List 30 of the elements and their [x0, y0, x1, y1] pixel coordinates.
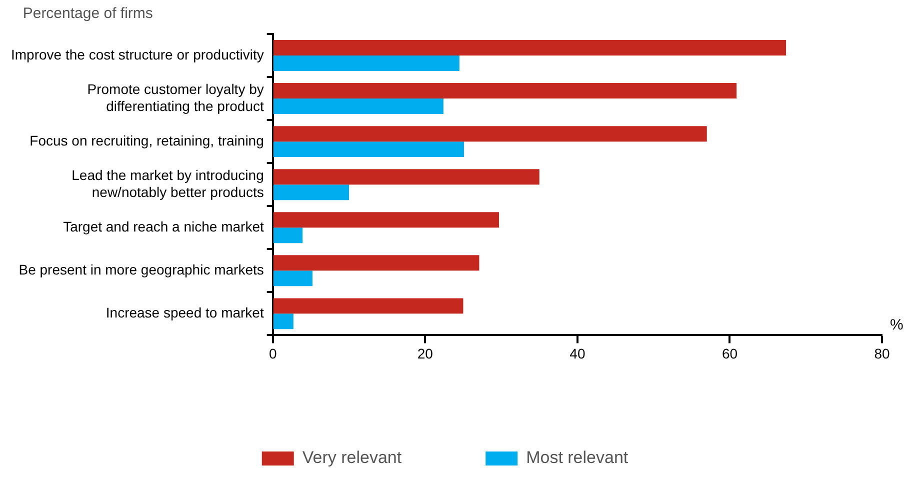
bar	[273, 126, 707, 142]
y-axis-title: Percentage of firms	[22, 5, 153, 22]
legend-label: Very relevant	[302, 448, 402, 468]
bar	[273, 83, 737, 99]
legend-label: Most relevant	[526, 448, 628, 468]
y-tick-label: Focus on recruiting, retaining, training	[30, 132, 264, 148]
x-tick-label: 20	[417, 345, 434, 362]
y-tick-label: Improve the cost structure or productivity	[11, 46, 264, 62]
y-tick-label: Target and reach a niche market	[63, 218, 264, 234]
x-tick-label: 0	[268, 345, 277, 362]
bar	[273, 98, 444, 114]
y-tick-label: Promote customer loyalty by differentiating the product	[87, 81, 264, 114]
x-tick-label: 40	[570, 345, 586, 362]
bar	[273, 255, 480, 271]
bar	[273, 184, 350, 200]
bar	[273, 314, 294, 330]
y-tick-label: Be present in more geographic markets	[18, 262, 264, 278]
x-tick-label: 80	[874, 345, 890, 362]
bar	[273, 169, 540, 185]
bar	[273, 56, 460, 72]
bar	[273, 228, 303, 244]
bar	[273, 212, 500, 228]
y-tick-label: Increase speed to market	[106, 304, 264, 321]
bar	[273, 270, 312, 286]
bar	[273, 142, 464, 158]
x-axis-title: %	[890, 316, 904, 334]
y-tick-label: Lead the market by introducing new/notably better products	[72, 167, 264, 200]
x-tick-label: 60	[722, 345, 738, 362]
bar	[273, 40, 786, 56]
bar	[273, 298, 464, 314]
